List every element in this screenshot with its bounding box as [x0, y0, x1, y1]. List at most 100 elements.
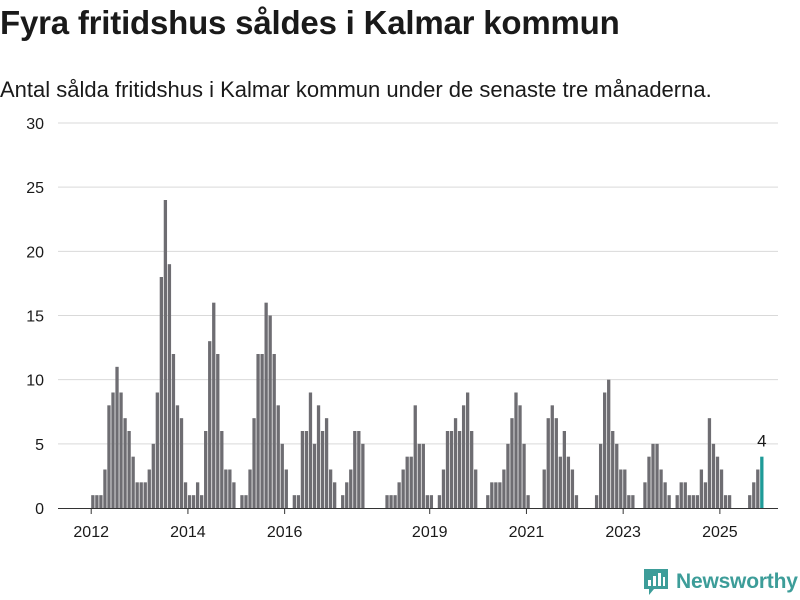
y-tick-label: 25	[26, 180, 44, 197]
bar	[324, 418, 329, 508]
bar	[296, 495, 301, 508]
bar	[445, 431, 450, 508]
bar	[603, 392, 607, 508]
bar	[111, 392, 115, 508]
bar	[494, 482, 498, 508]
bar	[570, 469, 575, 508]
bar	[204, 431, 208, 508]
bar	[312, 443, 317, 508]
bar	[280, 443, 284, 508]
bar	[405, 456, 409, 508]
bar-highlight	[760, 456, 764, 508]
bar	[470, 431, 474, 508]
bar	[292, 495, 296, 508]
bar	[598, 443, 603, 508]
bar	[490, 482, 494, 508]
bar	[522, 443, 526, 508]
bar	[212, 302, 216, 508]
bar	[619, 469, 623, 508]
bar	[244, 495, 248, 508]
bar	[623, 469, 627, 508]
bar	[607, 379, 611, 508]
bar	[437, 495, 442, 508]
bar	[502, 469, 506, 508]
bar	[183, 482, 188, 508]
bar	[711, 443, 716, 508]
bar	[276, 405, 280, 508]
bar	[248, 469, 252, 508]
bar	[748, 495, 752, 508]
x-axis: 2012 2014 2016 2019 2021 2023 2025	[58, 508, 778, 541]
bar	[627, 495, 631, 508]
newsworthy-logo[interactable]: Newsworthy	[643, 568, 798, 596]
bar	[679, 482, 683, 508]
bar	[727, 495, 732, 508]
newsworthy-logo-icon	[644, 569, 668, 595]
bar	[417, 443, 421, 508]
x-tick-label: 2019	[412, 524, 448, 541]
bar	[264, 302, 268, 508]
bar	[216, 354, 220, 508]
bar	[135, 482, 139, 508]
bar	[131, 456, 135, 508]
bar	[349, 469, 353, 508]
bar	[320, 431, 325, 508]
data-label: 4	[757, 432, 766, 451]
bar	[345, 482, 349, 508]
bar	[457, 431, 462, 508]
bar	[268, 315, 272, 508]
bar	[474, 469, 478, 508]
bar	[304, 431, 309, 508]
bar	[425, 495, 429, 508]
bar	[719, 469, 724, 508]
bar	[667, 495, 671, 508]
bar	[506, 443, 510, 508]
bar	[167, 264, 172, 508]
y-tick-label: 10	[26, 373, 44, 390]
x-tick-label: 2016	[267, 524, 303, 541]
bar	[655, 443, 659, 508]
bar	[461, 405, 466, 508]
bar	[107, 405, 111, 508]
bar	[683, 482, 687, 508]
bar	[171, 354, 176, 508]
bar	[397, 482, 401, 508]
x-tick-label: 2021	[509, 524, 545, 541]
x-tick-label: 2025	[702, 524, 738, 541]
bar	[715, 456, 720, 508]
bar	[260, 354, 264, 508]
x-tick-label: 2012	[73, 524, 109, 541]
bar	[341, 495, 345, 508]
bar	[498, 482, 502, 508]
x-tick-label: 2023	[605, 524, 641, 541]
bar	[703, 482, 708, 508]
bar	[175, 405, 180, 508]
bar	[240, 495, 244, 508]
bar	[546, 418, 550, 508]
bar	[421, 443, 425, 508]
bar	[139, 482, 143, 508]
bar	[333, 482, 337, 508]
bar	[95, 495, 99, 508]
x-tick-label: 2014	[170, 524, 206, 541]
bar	[756, 469, 760, 508]
bar	[103, 469, 107, 508]
page-subtitle: Antal sålda fritidshus i Kalmar kommun u…	[0, 77, 712, 102]
bar	[252, 418, 256, 508]
bar	[224, 469, 228, 508]
y-tick-label: 15	[26, 309, 44, 326]
bar	[163, 200, 168, 508]
bar	[220, 431, 224, 508]
y-tick-label: 5	[35, 437, 44, 454]
annotations: 4	[757, 432, 766, 451]
bar	[574, 495, 579, 508]
bar	[272, 354, 276, 508]
bar	[228, 469, 232, 508]
y-tick-label: 30	[26, 116, 44, 133]
bar	[643, 482, 647, 508]
bar	[413, 405, 417, 508]
bar	[316, 405, 321, 508]
bar	[300, 431, 305, 508]
bar	[151, 443, 155, 508]
